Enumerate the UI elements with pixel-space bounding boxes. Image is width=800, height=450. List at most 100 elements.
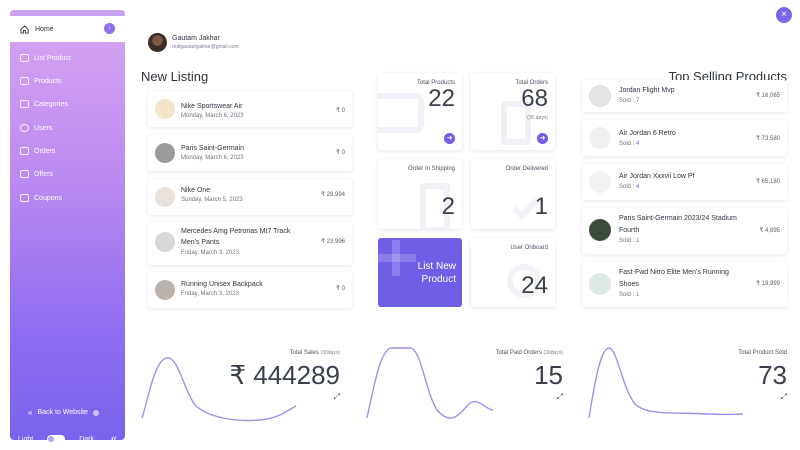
expand-icon[interactable]: ⤢ xyxy=(556,392,563,401)
product-sold-value: 73 xyxy=(758,360,787,390)
sidebar-item-label: Coupons xyxy=(34,194,63,202)
sidebar-top-bar xyxy=(10,10,125,16)
list-item[interactable]: Jordan Flight Mvp Sold : 7 ₹ 16,065 xyxy=(582,80,787,112)
list-item[interactable]: Paris Saint-Germain 2023/24 Stadium Four… xyxy=(582,208,787,254)
list-item[interactable]: Nike Sportswear Air Monday, March 6, 202… xyxy=(148,91,352,127)
sidebar-item-label: Categories xyxy=(34,100,68,108)
product-date: Friday, March 3, 2023 xyxy=(181,250,239,256)
chevrons-left-icon: « xyxy=(28,408,33,417)
product-thumbnail xyxy=(589,85,611,107)
product-thumbnail xyxy=(155,99,175,119)
plus-icon xyxy=(392,240,400,276)
product-date: Monday, March 6, 2023 xyxy=(181,155,244,161)
arrow-right-icon[interactable]: ➜ xyxy=(537,133,548,144)
stat-value: 1 xyxy=(534,193,548,220)
theme-toggle[interactable] xyxy=(47,435,66,443)
cart-watermark-icon xyxy=(501,101,531,145)
sold-count: 7 xyxy=(636,98,640,104)
back-to-website-label: Back to Website xyxy=(37,409,88,416)
product-thumbnail xyxy=(589,273,611,295)
total-sales-sparkline xyxy=(141,357,297,422)
back-to-website-link[interactable]: « Back to Website xyxy=(28,408,99,417)
stat-value: 68 xyxy=(521,85,548,112)
sold-count: 4 xyxy=(636,141,640,147)
product-sold-label: Total Product Sold xyxy=(738,350,787,356)
stat-label: Order Delivered xyxy=(505,166,548,172)
product-date: Friday, March 3, 2023 xyxy=(181,291,239,297)
total-paid-orders-widget: Total Paid Orders (30days) 15 ⤢ xyxy=(365,340,563,425)
total-products-card[interactable]: Total Products 22 ➜ xyxy=(378,73,462,150)
total-orders-card[interactable]: Total Orders 68 (30 days) ➜ xyxy=(471,73,555,150)
expand-icon[interactable]: ⤢ xyxy=(780,392,787,401)
sidebar-item-orders[interactable]: Orders xyxy=(20,144,55,158)
product-label: Product xyxy=(421,274,456,285)
list-item[interactable]: Fast-Fwd Nitro Elite Men's Running Shoes… xyxy=(582,262,787,307)
stat-period: (30 days) xyxy=(527,115,548,121)
sidebar-item-label: Users xyxy=(34,124,53,132)
paid-orders-sparkline xyxy=(366,347,494,419)
list-item[interactable]: Nike One Sunday, March 5, 2023 ₹ 29,994 xyxy=(148,179,352,215)
sidebar-item-categories[interactable]: Categories xyxy=(20,97,68,111)
sidebar-item-home[interactable]: Home › xyxy=(10,16,125,42)
list-new-product-button[interactable]: List New Product xyxy=(378,238,462,307)
stat-value: 22 xyxy=(428,85,455,112)
product-price: ₹ 73,580 xyxy=(756,136,780,142)
order-in-shipping-card[interactable]: Order In Shipping 2 xyxy=(378,159,462,229)
product-thumbnail xyxy=(155,232,175,252)
sidebar-item-offers[interactable]: Offers xyxy=(20,167,53,181)
sidebar-item-label: List Product xyxy=(34,54,71,62)
profile-name: Gautam Jakhar xyxy=(172,35,220,42)
sidebar-item-list-product[interactable]: List Product xyxy=(20,51,71,65)
grid-icon xyxy=(20,100,29,108)
product-name: Nike Sportswear Air xyxy=(181,103,243,110)
coupon-icon xyxy=(20,194,29,202)
product-sold: Sold : 7 xyxy=(619,98,640,104)
product-price: ₹ 0 xyxy=(336,150,345,156)
user-onboard-card[interactable]: User Onboard 24 xyxy=(471,238,555,307)
list-item[interactable]: Paris Saint-Germain Monday, March 6, 202… xyxy=(148,135,352,171)
theme-switch-row: Light Dark « xyxy=(10,428,125,450)
home-icon xyxy=(20,24,29,34)
product-name: Running Unisex Backpack xyxy=(181,281,263,288)
total-sales-value: ₹ 444289 xyxy=(229,360,340,390)
stat-label: Total Products xyxy=(416,80,455,86)
expand-icon[interactable]: ⤢ xyxy=(333,392,340,401)
product-name: Mercedes Amg Petronas Mt7 Track Men's Pa… xyxy=(181,228,291,246)
sidebar-item-label: Offers xyxy=(34,170,53,178)
stat-label: User Onboard xyxy=(510,245,548,251)
info-dot-icon xyxy=(92,409,99,416)
order-delivered-card[interactable]: Order Delivered 1 xyxy=(471,159,555,229)
product-thumbnail xyxy=(155,143,175,163)
close-icon: × xyxy=(781,9,787,20)
sidebar-item-coupons[interactable]: Coupons xyxy=(20,191,62,205)
product-price: ₹ 29,994 xyxy=(321,192,345,198)
sidebar-item-users[interactable]: Users xyxy=(20,121,52,135)
product-date: Sunday, March 5, 2023 xyxy=(181,197,243,203)
stat-label: Order In Shipping xyxy=(407,166,455,172)
user-profile[interactable]: Gautam Jakhar realgautamjakhar@gmail.com xyxy=(148,33,239,52)
list-new-label: List New xyxy=(417,261,456,272)
tag-icon xyxy=(20,170,29,178)
sidebar-item-products[interactable]: Products xyxy=(20,74,62,88)
sold-count: 1 xyxy=(636,238,640,244)
product-name: Paris Saint-Germain xyxy=(181,145,245,152)
stat-value: 24 xyxy=(521,272,548,299)
list-item[interactable]: Air Jordan Xxxvii Low Pf Sold : 4 ₹ 65,1… xyxy=(582,164,787,200)
close-button[interactable]: × xyxy=(776,7,792,23)
list-item[interactable]: Running Unisex Backpack Friday, March 3,… xyxy=(148,272,352,308)
product-date: Monday, March 6, 2023 xyxy=(181,113,244,119)
collapse-sidebar-icon[interactable]: « xyxy=(110,433,117,445)
total-sales-widget: Total Sales (30days) ₹ 444289 ⤢ xyxy=(140,340,340,425)
sold-count: 4 xyxy=(636,184,640,190)
avatar xyxy=(148,33,167,52)
arrow-right-icon[interactable]: ➜ xyxy=(444,133,455,144)
product-price: ₹ 65,180 xyxy=(756,179,780,185)
list-item[interactable]: Air Jordan 6 Retro Sold : 4 ₹ 73,580 xyxy=(582,120,787,156)
list-plus-icon xyxy=(20,54,29,62)
list-item[interactable]: Mercedes Amg Petronas Mt7 Track Men's Pa… xyxy=(148,222,352,265)
paid-orders-label: Total Paid Orders (30days) xyxy=(495,350,563,356)
stat-label: Total Orders xyxy=(515,80,548,86)
user-circle-icon xyxy=(20,124,29,132)
product-price: ₹ 19,999 xyxy=(756,281,780,287)
product-thumbnail xyxy=(155,280,175,300)
